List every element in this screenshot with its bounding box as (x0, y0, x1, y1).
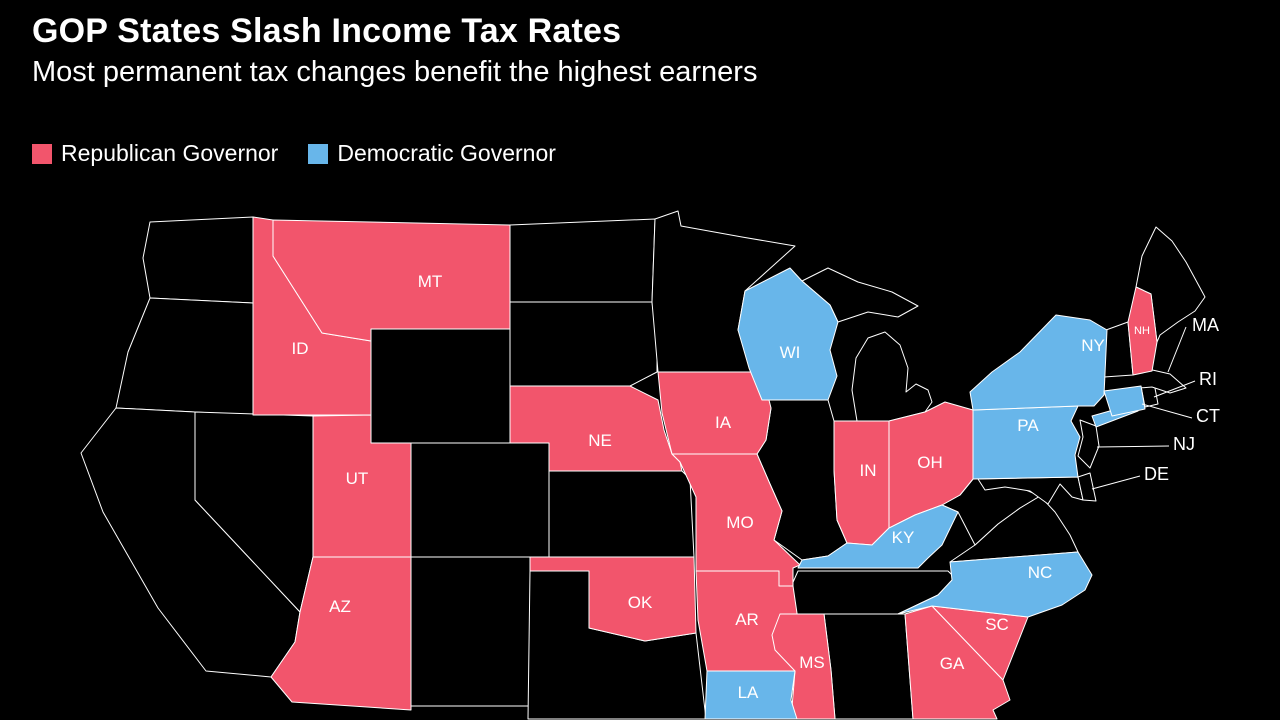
state-ks (548, 470, 695, 558)
state-in (833, 420, 890, 546)
state-nd (509, 218, 656, 303)
state-or (115, 297, 254, 416)
democratic-swatch-icon (308, 143, 329, 164)
chart-header: GOP States Slash Income Tax Rates Most p… (32, 12, 757, 90)
state-label-ut: UT (346, 469, 369, 488)
state-label-id: ID (292, 339, 309, 358)
callout-line-ct (1141, 403, 1193, 419)
legend: Republican Governor Democratic Governor (32, 140, 556, 167)
state-label-ne: NE (588, 431, 612, 450)
state-label-ga: GA (940, 654, 965, 673)
legend-item-democratic: Democratic Governor (308, 140, 556, 167)
callout-label-ri: RI (1199, 369, 1217, 389)
state-label-nc: NC (1028, 563, 1053, 582)
state-label-ny: NY (1081, 336, 1105, 355)
states-group (80, 210, 1206, 720)
callout-line-ri (1153, 380, 1196, 398)
legend-item-republican: Republican Governor (32, 140, 278, 167)
callout-label-ma: MA (1192, 315, 1219, 335)
state-nc (897, 551, 1093, 618)
state-label-az: AZ (329, 597, 351, 616)
state-label-oh: OH (917, 453, 943, 472)
chart-subtitle: Most permanent tax changes benefit the h… (32, 56, 758, 89)
state-label-mt: MT (418, 272, 443, 291)
state-mo (671, 453, 801, 587)
state-label-in: IN (860, 461, 877, 480)
state-sd (509, 301, 658, 387)
state-label-la: LA (738, 683, 759, 702)
state-az (270, 556, 412, 711)
callout-label-nj: NJ (1173, 434, 1195, 454)
legend-republican-label: Republican Governor (61, 140, 279, 166)
state-wy (370, 328, 511, 444)
state-ky (797, 504, 959, 569)
callout-line-nj (1096, 445, 1170, 448)
state-ny (969, 314, 1108, 411)
state-label-pa: PA (1017, 416, 1039, 435)
state-ok (529, 556, 697, 642)
state-nh (1127, 286, 1158, 376)
state-label-ia: IA (715, 413, 732, 432)
state-ct (1103, 385, 1146, 417)
state-label-nh: NH (1134, 325, 1150, 337)
callout-line-de (1091, 475, 1141, 490)
state-label-ky: KY (892, 528, 915, 547)
callout-line-ma (1167, 326, 1187, 373)
chart-title: GOP States Slash Income Tax Rates (32, 12, 622, 50)
state-pa (972, 405, 1081, 480)
state-de (1077, 472, 1097, 502)
legend-democratic-label: Democratic Governor (337, 140, 556, 166)
callouts-group: MA RI CT NJ DE (1091, 315, 1220, 490)
state-label-ok: OK (628, 593, 653, 612)
state-label-sc: SC (985, 615, 1009, 634)
callout-label-de: DE (1144, 464, 1169, 484)
state-wa (142, 216, 254, 304)
state-label-wi: WI (780, 343, 801, 362)
state-la (704, 670, 798, 720)
state-mi-lower (851, 331, 933, 422)
state-wi (737, 267, 839, 401)
state-label-mo: MO (726, 513, 753, 532)
state-nm (410, 556, 531, 707)
state-label-ms: MS (799, 653, 825, 672)
state-al (823, 613, 914, 720)
state-label-ar: AR (735, 610, 759, 629)
callout-label-ct: CT (1196, 406, 1220, 426)
republican-swatch-icon (32, 143, 52, 164)
state-labels-group: MT ID UT AZ NE IA MO OK AR MS LA WI IN O… (292, 272, 1150, 702)
state-mt (272, 219, 511, 342)
state-co (410, 442, 550, 558)
